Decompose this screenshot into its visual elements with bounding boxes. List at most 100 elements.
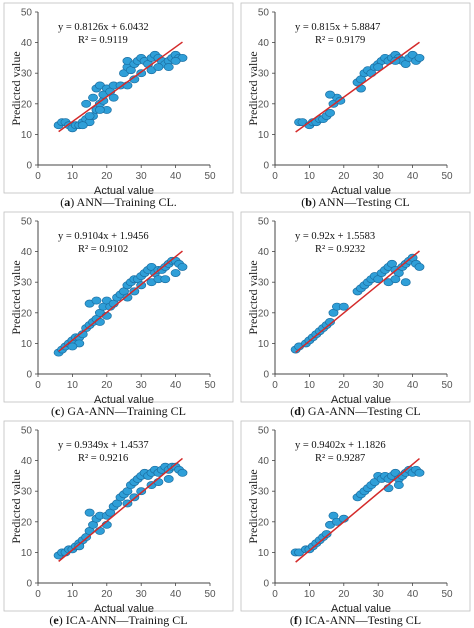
data-point	[136, 487, 147, 496]
trend-line	[295, 250, 420, 353]
caption-text: ANN—Training CL.	[77, 195, 177, 209]
trend-line	[295, 457, 420, 563]
x-tick-label: 50	[204, 380, 216, 391]
chart-frame	[3, 420, 234, 612]
x-tick-label: 30	[136, 380, 148, 391]
y-tick-label: 40	[21, 247, 33, 258]
y-tick-label: 10	[258, 548, 270, 559]
y-tick-label: 20	[21, 99, 33, 110]
x-tick-label: 40	[170, 171, 182, 182]
y-tick-label: 0	[26, 161, 32, 172]
panel-c: 0 10 20 30 40 50 0 10 20 30 40 50 Actual value Predic…	[0, 209, 237, 418]
x-tick-label: 50	[441, 380, 453, 391]
y-tick-label: 40	[21, 38, 33, 49]
x-tick-label: 10	[67, 589, 79, 600]
x-axis-label: Actual value	[331, 185, 391, 197]
caption-text: GA-ANN—Testing CL	[308, 404, 421, 418]
y-tick-label: 30	[21, 487, 33, 498]
y-tick-label: 10	[21, 548, 33, 559]
r-squared-label: R² = 0.9232	[315, 244, 365, 255]
regression-equation: y = 0.8126x + 6.0432	[58, 22, 149, 33]
y-tick-label: 40	[258, 247, 270, 258]
x-tick-label: 10	[67, 171, 79, 182]
x-tick-label: 0	[272, 380, 278, 391]
data-point	[74, 542, 85, 551]
data-point	[170, 269, 181, 277]
scatter-chart: 0 10 20 30 40 50 0 10 20 30 40 50 Actual value Predic…	[240, 420, 471, 627]
x-tick-label: 40	[407, 380, 419, 391]
caption-text: ICA-ANN—Training CL	[66, 613, 188, 627]
regression-equation: y = 0.9104x + 1.9456	[58, 231, 149, 242]
x-tick-label: 30	[373, 171, 385, 182]
data-point	[393, 481, 404, 490]
x-tick-label: 30	[136, 171, 148, 182]
chart-frame	[240, 420, 471, 612]
caption-letter: b	[305, 195, 312, 209]
x-tick-label: 0	[272, 589, 278, 600]
data-point	[94, 527, 105, 535]
y-tick-label: 30	[258, 487, 270, 498]
data-point	[160, 275, 171, 284]
panel-caption: (b) ANN—Testing CL	[301, 195, 410, 209]
data-point	[325, 109, 335, 117]
y-tick-label: 0	[263, 579, 269, 590]
caption-text: ANN—Testing CL	[318, 195, 410, 209]
scatter-chart: 0 10 20 30 40 50 0 10 20 30 40 50 Actual value Predic…	[3, 420, 234, 627]
data-point	[129, 493, 140, 502]
scatter-chart: 0 10 20 30 40 50 0 10 20 30 40 50 Actual value Predic…	[3, 211, 234, 418]
panel-e: 0 10 20 30 40 50 0 10 20 30 40 50 Actual value Predic…	[0, 418, 237, 627]
panel-caption: (c) GA-ANN—Training CL	[51, 404, 186, 418]
x-tick-label: 30	[373, 380, 385, 391]
regression-equation: y = 0.9402x + 1.1826	[295, 440, 386, 451]
data-point	[77, 121, 88, 130]
scatter-chart: 0 10 20 30 40 50 0 10 20 30 40 50 Actual value Predic…	[3, 2, 234, 209]
data-point	[383, 484, 394, 493]
data-point	[400, 278, 411, 287]
data-point	[177, 262, 188, 271]
x-axis-label: Actual value	[331, 603, 391, 615]
y-axis-label: Predicted value	[9, 260, 23, 334]
y-tick-label: 50	[258, 426, 270, 437]
data-point	[136, 69, 147, 78]
regression-equation: y = 0.92x + 1.5583	[295, 231, 375, 242]
y-tick-label: 50	[21, 217, 33, 228]
x-tick-label: 20	[338, 380, 350, 391]
y-tick-label: 30	[258, 69, 270, 80]
y-tick-label: 30	[21, 278, 33, 289]
panel-a: 0 10 20 30 40 50 0 10 20 30 40 50 Actual value Predic…	[0, 0, 237, 209]
data-point	[373, 63, 384, 72]
y-tick-label: 10	[258, 130, 270, 141]
r-squared-label: R² = 0.9216	[78, 453, 128, 464]
chart-frame	[240, 2, 471, 194]
y-axis-label: Predicted value	[246, 469, 260, 543]
y-tick-label: 50	[258, 8, 270, 19]
y-tick-label: 10	[258, 339, 270, 350]
x-tick-label: 10	[304, 171, 316, 182]
regression-equation: y = 0.9349x + 1.4537	[58, 440, 149, 451]
x-tick-label: 0	[35, 589, 41, 600]
data-point	[122, 293, 133, 302]
y-axis-label: Predicted value	[9, 469, 23, 543]
data-point	[414, 262, 425, 271]
r-squared-label: R² = 0.9119	[78, 35, 128, 46]
panel-d: 0 10 20 30 40 50 0 10 20 30 40 50 Actual value Predic…	[237, 209, 474, 418]
x-tick-label: 40	[170, 380, 182, 391]
data-point	[335, 96, 346, 105]
x-tick-label: 40	[170, 589, 182, 600]
data-point	[67, 342, 78, 351]
data-point	[94, 105, 105, 114]
x-tick-label: 40	[407, 171, 419, 182]
data-point	[414, 468, 425, 477]
trend-line	[58, 250, 183, 352]
caption-letter: a	[64, 195, 70, 209]
r-squared-label: R² = 0.9287	[315, 453, 365, 464]
y-tick-label: 30	[258, 278, 270, 289]
y-tick-label: 40	[258, 456, 270, 467]
r-squared-label: R² = 0.9102	[78, 244, 128, 255]
trend-line	[295, 41, 420, 133]
x-tick-label: 30	[136, 589, 148, 600]
x-tick-label: 0	[35, 380, 41, 391]
panel-caption: (d) GA-ANN—Testing CL	[290, 404, 421, 418]
x-tick-label: 30	[373, 589, 385, 600]
data-point	[321, 530, 332, 538]
